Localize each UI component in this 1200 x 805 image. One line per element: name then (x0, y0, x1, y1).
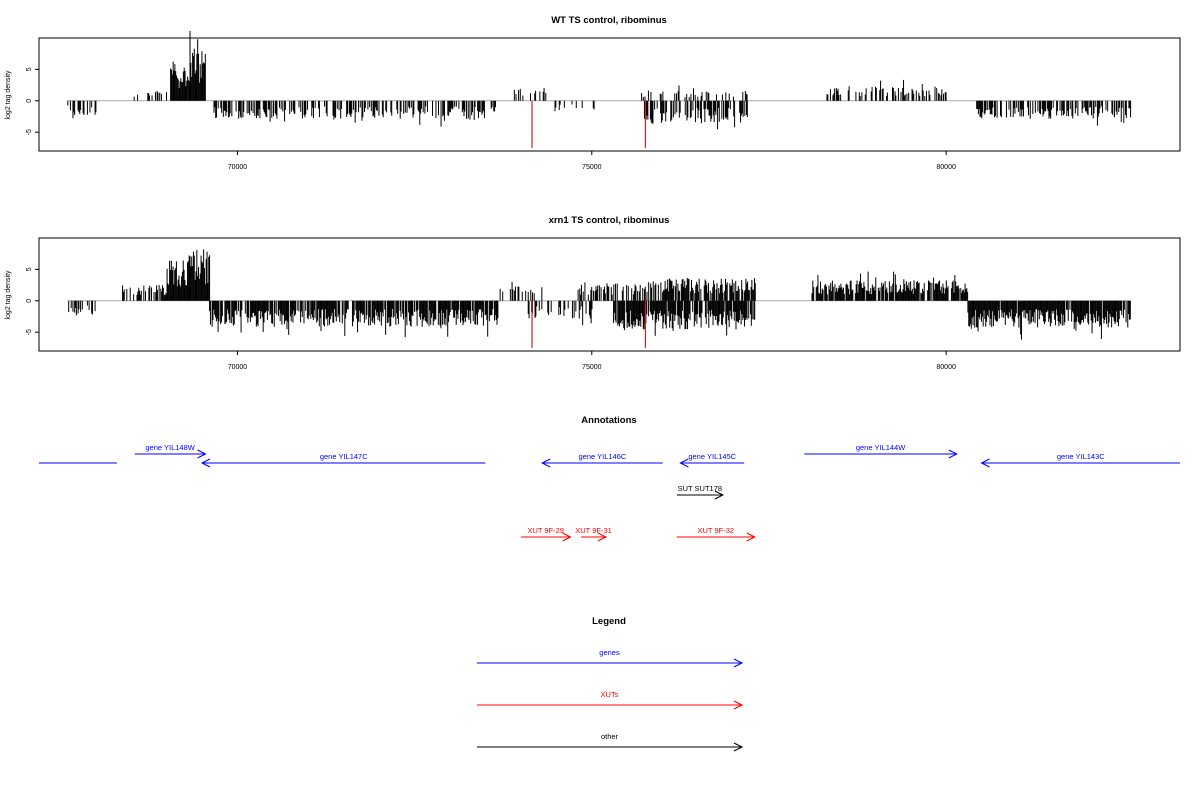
xrn1-x-tick-labels: 70000 75000 80000 (228, 364, 956, 371)
wt-y-tick-label: 0 (26, 99, 33, 103)
xut-feature-arrowhead (562, 532, 572, 542)
xrn1-x-tick-label: 70000 (228, 364, 248, 371)
gene-feature-arrowhead (197, 449, 207, 459)
xrn1-y-axis-label: log2 tag density (5, 270, 12, 320)
other-feature-arrowhead (714, 490, 725, 500)
gene-feature-label: gene YIL147C (320, 452, 368, 461)
xrn1-y-tick-label: -5 (26, 329, 33, 335)
legend-label-xuts: XUTs (601, 690, 619, 699)
xrn1-x-tick-label: 75000 (582, 364, 602, 371)
legend-arrowhead-xuts (733, 700, 744, 710)
gene-feature-arrowhead (200, 458, 211, 468)
wt-x-tick-label: 70000 (228, 164, 248, 171)
legend-label-other: other (601, 732, 619, 741)
annotation-features: gene YIL148W gene YIL147C gene YIL146C gene… (39, 443, 1180, 542)
gene-feature-label: gene YIL145C (688, 452, 736, 461)
wt-track-title: WT TS control, ribominus (551, 15, 667, 26)
xrn1-y-tick-labels: 5 0 -5 (26, 267, 33, 335)
legend-arrowhead-genes (733, 658, 744, 668)
legend-arrowhead-other (733, 742, 744, 752)
wt-x-tick-label: 80000 (936, 164, 956, 171)
xrn1-x-tick-label: 80000 (936, 364, 956, 371)
gene-feature-arrowhead (541, 458, 551, 468)
gene-feature-arrowhead (679, 458, 689, 468)
gene-feature-label: gene YIL144W (856, 443, 906, 452)
wt-x-tick-label: 75000 (582, 164, 602, 171)
wt-x-tick-labels: 70000 75000 80000 (228, 164, 956, 171)
xut-feature-label: XUT 9F-29 (527, 526, 564, 535)
gene-feature-label: gene YIL143C (1057, 452, 1105, 461)
wt-density-bars (35, 30, 1132, 155)
xut-feature-arrowhead (597, 532, 608, 542)
legend-title: Legend (592, 616, 626, 627)
gene-feature-label: gene YIL146C (578, 452, 626, 461)
xrn1-plot-frame (38, 237, 1181, 352)
xut-feature-label: XUT 9F-31 (575, 526, 612, 535)
gene-feature-arrowhead (948, 449, 958, 459)
legend-panel: Legend genes XUTs other (477, 616, 744, 752)
xrn1-density-bars (35, 249, 1131, 355)
xut-feature-arrowhead (746, 532, 756, 542)
xrn1-y-tick-label: 0 (26, 299, 33, 303)
annotations-title: Annotations (581, 415, 636, 426)
gene-feature-arrowhead (980, 458, 990, 468)
wt-plot-frame (38, 37, 1181, 152)
wt-y-tick-labels: 5 0 -5 (26, 67, 33, 135)
gene-feature-label: gene YIL148W (145, 443, 195, 452)
wt-y-axis-label: log2 tag density (5, 70, 12, 120)
legend-items: genes XUTs other (477, 648, 744, 752)
xrn1-track-panel: xrn1 TS control, ribominus log2 tag dens… (5, 215, 1181, 371)
xrn1-track-title: xrn1 TS control, ribominus (549, 215, 670, 226)
legend-label-genes: genes (599, 648, 620, 657)
wt-track-panel: WT TS control, ribominus log2 tag densit… (5, 15, 1181, 171)
xrn1-y-tick-label: 5 (26, 267, 33, 271)
wt-y-tick-label: -5 (26, 129, 33, 135)
wt-y-tick-label: 5 (26, 67, 33, 71)
xut-feature-label: XUT 9F-32 (698, 526, 735, 535)
other-feature-label: SUT SUT178 (678, 484, 722, 493)
